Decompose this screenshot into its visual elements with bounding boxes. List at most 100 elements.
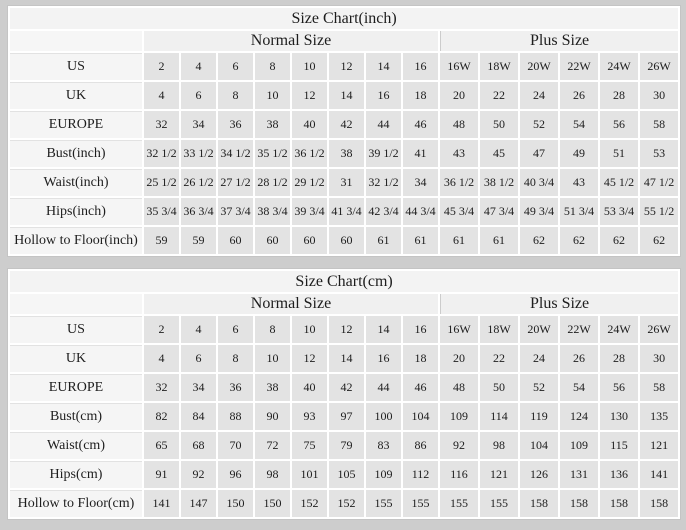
size-value-cell: 35 3/4 <box>144 198 179 225</box>
size-value-cell: 53 3/4 <box>600 198 638 225</box>
size-value-cell: 61 <box>480 227 518 254</box>
size-value-cell: 10 <box>255 82 290 109</box>
size-value-cell: 18W <box>480 316 518 343</box>
size-value-cell: 38 <box>255 111 290 138</box>
size-value-cell: 124 <box>560 403 598 430</box>
size-value-cell: 105 <box>329 461 364 488</box>
size-value-cell: 104 <box>520 432 558 459</box>
size-value-cell: 20 <box>440 345 478 372</box>
size-value-cell: 39 1/2 <box>366 140 401 167</box>
group-header-normal-size: Normal Size <box>144 294 438 314</box>
size-value-cell: 36 3/4 <box>181 198 216 225</box>
size-value-cell: 135 <box>640 403 679 430</box>
table-row: Hollow to Floor(inch) 59 59 60 60 60 60 61 61 61 6… <box>10 227 679 254</box>
size-value-cell: 39 3/4 <box>292 198 327 225</box>
table-row: UK 4 6 8 10 12 14 16 18 20 22 24 26 28 30 <box>10 82 679 109</box>
size-value-cell: 121 <box>640 432 679 459</box>
size-chart-cm-table: Size Chart(cm) Normal Size Plus Size US 2 4 6 8… <box>7 268 682 520</box>
size-value-cell: 60 <box>329 227 364 254</box>
size-value-cell: 54 <box>560 374 598 401</box>
size-value-cell: 152 <box>292 490 327 517</box>
size-value-cell: 36 <box>218 374 253 401</box>
size-value-cell: 28 <box>600 345 638 372</box>
size-value-cell: 92 <box>440 432 478 459</box>
size-value-cell: 65 <box>144 432 179 459</box>
size-value-cell: 4 <box>144 82 179 109</box>
size-value-cell: 61 <box>440 227 478 254</box>
size-value-cell: 16 <box>366 345 401 372</box>
size-value-cell: 91 <box>144 461 179 488</box>
size-value-cell: 45 3/4 <box>440 198 478 225</box>
table-row: Bust(inch) 32 1/2 33 1/2 34 1/2 35 1/2 36 1/2… <box>10 140 679 167</box>
size-value-cell: 14 <box>366 53 401 80</box>
size-value-cell: 28 1/2 <box>255 169 290 196</box>
group-header-plus-size: Plus Size <box>440 31 679 51</box>
size-value-cell: 47 3/4 <box>480 198 518 225</box>
size-value-cell: 24 <box>520 82 558 109</box>
size-value-cell: 50 <box>480 111 518 138</box>
group-header-row: Normal Size Plus Size <box>10 31 679 51</box>
size-value-cell: 126 <box>520 461 558 488</box>
size-value-cell: 98 <box>480 432 518 459</box>
size-value-cell: 44 3/4 <box>403 198 438 225</box>
size-value-cell: 26W <box>640 53 679 80</box>
size-value-cell: 101 <box>292 461 327 488</box>
size-value-cell: 16 <box>366 82 401 109</box>
size-value-cell: 34 <box>403 169 438 196</box>
size-value-cell: 119 <box>520 403 558 430</box>
size-value-cell: 55 1/2 <box>640 198 679 225</box>
row-label: EUROPE <box>10 374 142 401</box>
size-value-cell: 32 1/2 <box>366 169 401 196</box>
size-value-cell: 90 <box>255 403 290 430</box>
size-value-cell: 158 <box>600 490 638 517</box>
row-label: US <box>10 316 142 343</box>
size-value-cell: 35 1/2 <box>255 140 290 167</box>
size-value-cell: 12 <box>329 316 364 343</box>
table-row: Waist(inch) 25 1/2 26 1/2 27 1/2 28 1/2 29 1/… <box>10 169 679 196</box>
size-value-cell: 100 <box>366 403 401 430</box>
table-row: EUROPE 32 34 36 38 40 42 44 46 48 50 52 54 56 58 <box>10 374 679 401</box>
size-value-cell: 51 <box>600 140 638 167</box>
size-value-cell: 8 <box>218 345 253 372</box>
size-value-cell: 56 <box>600 374 638 401</box>
size-value-cell: 36 1/2 <box>440 169 478 196</box>
size-value-cell: 79 <box>329 432 364 459</box>
corner-cell <box>10 31 142 51</box>
table-title: Size Chart(inch) <box>10 8 679 29</box>
size-value-cell: 47 1/2 <box>640 169 679 196</box>
size-value-cell: 12 <box>329 53 364 80</box>
size-value-cell: 96 <box>218 461 253 488</box>
size-value-cell: 18W <box>480 53 518 80</box>
size-value-cell: 130 <box>600 403 638 430</box>
size-value-cell: 49 3/4 <box>520 198 558 225</box>
size-value-cell: 36 <box>218 111 253 138</box>
size-value-cell: 16W <box>440 316 478 343</box>
size-value-cell: 20 <box>440 82 478 109</box>
size-value-cell: 82 <box>144 403 179 430</box>
row-label: Hips(cm) <box>10 461 142 488</box>
size-value-cell: 98 <box>255 461 290 488</box>
row-label: Hollow to Floor(inch) <box>10 227 142 254</box>
row-label: Waist(cm) <box>10 432 142 459</box>
row-label: UK <box>10 345 142 372</box>
size-value-cell: 24W <box>600 53 638 80</box>
size-value-cell: 93 <box>292 403 327 430</box>
table-gap <box>7 257 679 268</box>
size-value-cell: 40 3/4 <box>520 169 558 196</box>
size-value-cell: 62 <box>640 227 679 254</box>
table-row: Hips(cm) 91 92 96 98 101 105 109 112 116 121 126 131… <box>10 461 679 488</box>
size-value-cell: 109 <box>440 403 478 430</box>
size-value-cell: 26 <box>560 345 598 372</box>
size-value-cell: 56 <box>600 111 638 138</box>
title-row: Size Chart(inch) <box>10 8 679 29</box>
size-value-cell: 54 <box>560 111 598 138</box>
row-label: US <box>10 53 142 80</box>
size-value-cell: 42 <box>329 374 364 401</box>
size-value-cell: 25 1/2 <box>144 169 179 196</box>
row-label: Bust(inch) <box>10 140 142 167</box>
size-value-cell: 8 <box>255 53 290 80</box>
size-value-cell: 60 <box>255 227 290 254</box>
size-value-cell: 61 <box>403 227 438 254</box>
size-value-cell: 20W <box>520 53 558 80</box>
